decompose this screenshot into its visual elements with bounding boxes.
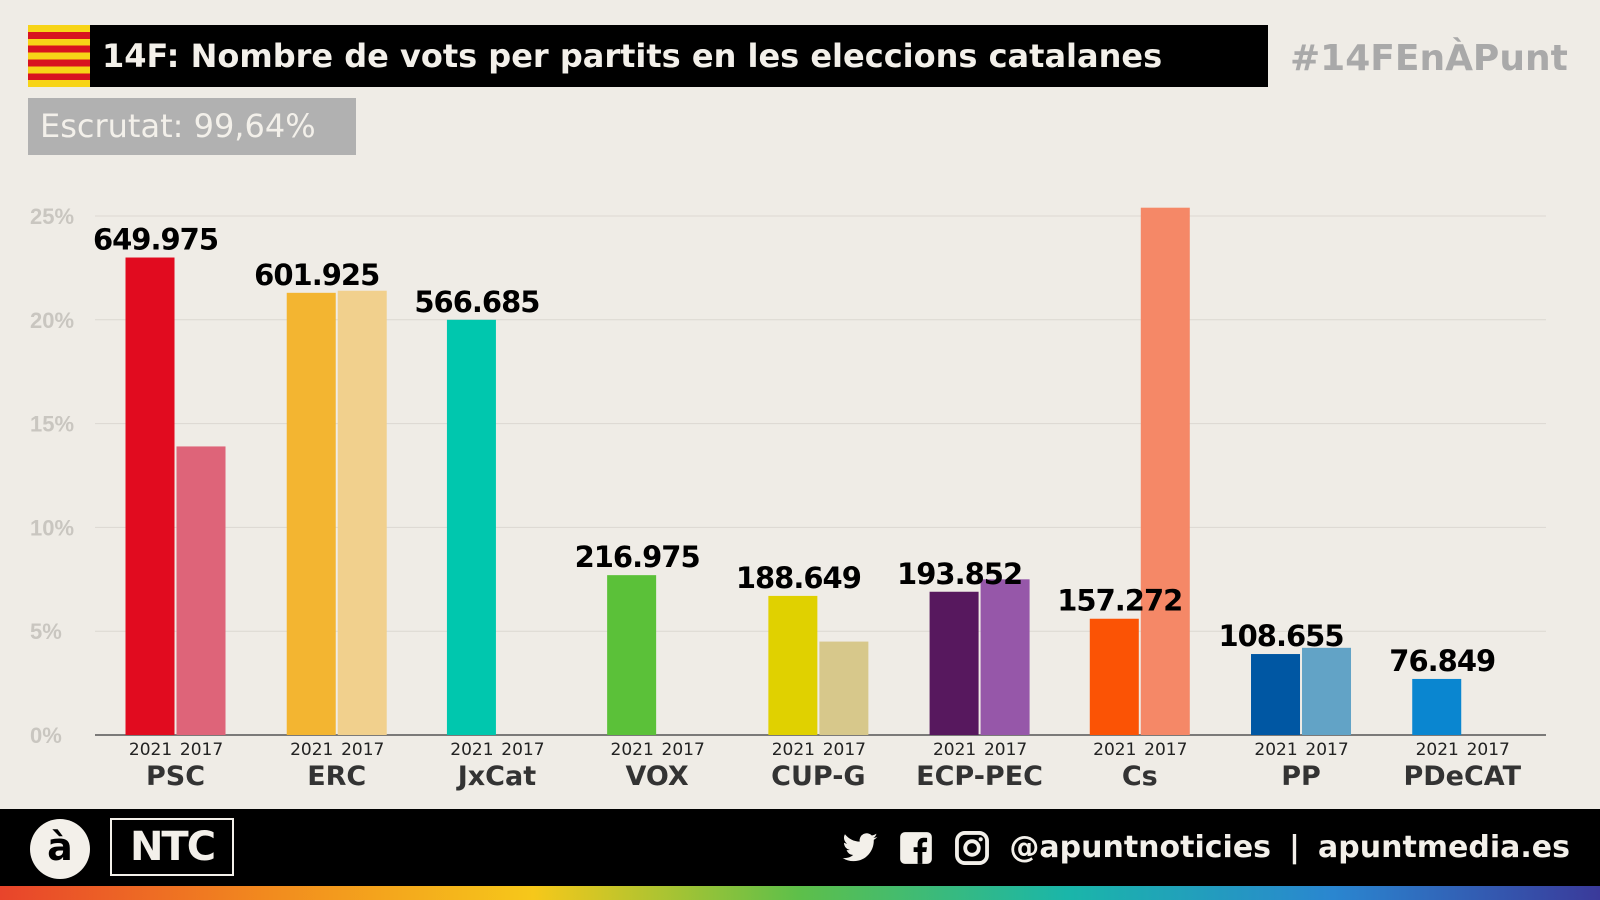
year-label: 2021	[1093, 740, 1136, 760]
year-label: 2021	[450, 740, 493, 760]
year-label: 2021	[611, 740, 654, 760]
apunt-logo: à	[30, 819, 90, 879]
category-label: VOX	[626, 761, 689, 792]
category-label: PSC	[146, 761, 205, 792]
instagram-icon[interactable]	[953, 829, 991, 867]
y-tick-label: 20%	[30, 308, 74, 333]
category-label: CUP-G	[771, 761, 865, 792]
bar-erc-2017	[337, 290, 387, 735]
bar-cs-2021	[1089, 618, 1139, 735]
bar-pp-2021	[1251, 654, 1301, 735]
year-label: 2021	[772, 740, 815, 760]
year-label: 2017	[1467, 740, 1510, 760]
ntc-logo: NTC	[110, 818, 234, 876]
bar-jxcat-2021	[446, 319, 496, 735]
category-label: ECP-PEC	[916, 761, 1043, 792]
year-label: 2017	[662, 740, 705, 760]
year-label: 2017	[1144, 740, 1187, 760]
year-label: 2017	[180, 740, 223, 760]
y-tick-label: 5%	[30, 619, 62, 644]
year-label: 2021	[129, 740, 172, 760]
facebook-icon[interactable]	[897, 829, 935, 867]
y-tick-label: 25%	[30, 204, 74, 229]
separator: |	[1289, 830, 1301, 865]
year-label: 2021	[933, 740, 976, 760]
category-label: ERC	[307, 761, 366, 792]
bar-cup-g-2021	[768, 595, 818, 735]
y-tick-label: 0%	[30, 723, 62, 748]
bar-cup-g-2017	[819, 641, 869, 735]
hashtag: #14FEnÀPunt	[1290, 38, 1568, 79]
bar-cs-2017	[1140, 207, 1190, 736]
year-label: 2017	[984, 740, 1027, 760]
vote-label: 76.849	[1389, 644, 1495, 678]
vote-label: 188.649	[736, 561, 861, 595]
bar-pdecat-2021	[1412, 678, 1462, 735]
category-label: PDeCAT	[1403, 761, 1521, 792]
year-label: 2017	[341, 740, 384, 760]
y-tick-label: 10%	[30, 515, 74, 540]
social-links: @apuntnoticies | apuntmedia.es	[841, 809, 1570, 886]
bar-erc-2021	[286, 292, 336, 735]
bar-ecp-pec-2021	[929, 591, 979, 735]
vote-label: 566.685	[414, 285, 539, 319]
catalan-flag-icon	[28, 25, 90, 87]
website-link[interactable]: apuntmedia.es	[1318, 830, 1570, 865]
social-handle[interactable]: @apuntnoticies	[1009, 830, 1272, 865]
category-label: PP	[1281, 761, 1321, 792]
vote-label: 601.925	[254, 258, 379, 292]
category-label: Cs	[1122, 761, 1158, 792]
year-label: 2017	[823, 740, 866, 760]
twitter-icon[interactable]	[841, 829, 879, 867]
year-label: 2017	[1305, 740, 1348, 760]
year-label: 2021	[1254, 740, 1297, 760]
vote-label: 108.655	[1218, 619, 1343, 653]
y-tick-label: 15%	[30, 412, 74, 437]
year-label: 2021	[1416, 740, 1459, 760]
bar-vox-2021	[607, 575, 657, 735]
footer: à NTC @apuntnoticies | apuntmedia.es	[0, 809, 1600, 886]
vote-label: 193.852	[897, 557, 1022, 591]
chart-title: 14F: Nombre de vots per partits en les e…	[90, 25, 1268, 87]
bar-pp-2017	[1302, 647, 1352, 735]
bar-psc-2017	[176, 446, 226, 735]
vote-label: 157.272	[1057, 584, 1182, 618]
year-label: 2021	[290, 740, 333, 760]
year-label: 2017	[501, 740, 544, 760]
category-label: JxCat	[456, 761, 536, 792]
vote-label: 649.975	[93, 223, 218, 257]
bar-psc-2021	[125, 257, 175, 735]
bar-ecp-pec-2017	[980, 579, 1030, 735]
escrutat-badge: Escrutat: 99,64%	[28, 98, 356, 155]
vote-label: 216.975	[575, 540, 700, 574]
color-strip	[0, 886, 1600, 900]
